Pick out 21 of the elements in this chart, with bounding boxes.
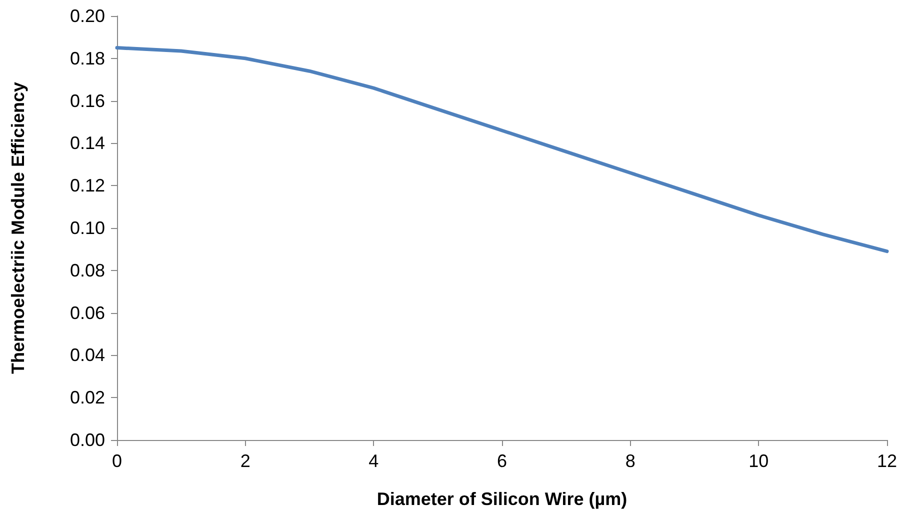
x-tick-label: 10 (748, 451, 769, 471)
x-axis-title: Diameter of Silicon Wire (µm) (376, 489, 628, 509)
y-tick-label: 0.06 (70, 302, 105, 323)
y-tick-label: 0.02 (70, 388, 105, 408)
x-tick-label: 12 (876, 451, 898, 471)
y-tick-label: 0.04 (70, 345, 105, 366)
y-tick-label: 0.00 (70, 430, 105, 450)
x-tick-label: 4 (368, 451, 379, 471)
x-tick-label: 0 (112, 451, 122, 471)
x-tick-label: 8 (625, 451, 636, 471)
y-tick-label: 0.14 (70, 133, 105, 154)
x-tick-label: 6 (496, 451, 508, 471)
y-tick-label: 0.10 (70, 218, 105, 238)
y-tick-label: 0.08 (70, 260, 105, 280)
line-series (115, 46, 889, 254)
y-tick-label: 0.18 (70, 48, 105, 68)
y-axis-title: Thermoelectriic Module Efficiency (8, 82, 28, 374)
y-tick-label: 0.12 (70, 176, 105, 196)
y-tick-label: 0.20 (70, 6, 105, 26)
x-tick-label: 2 (240, 451, 250, 471)
y-tick-label: 0.16 (70, 90, 105, 111)
